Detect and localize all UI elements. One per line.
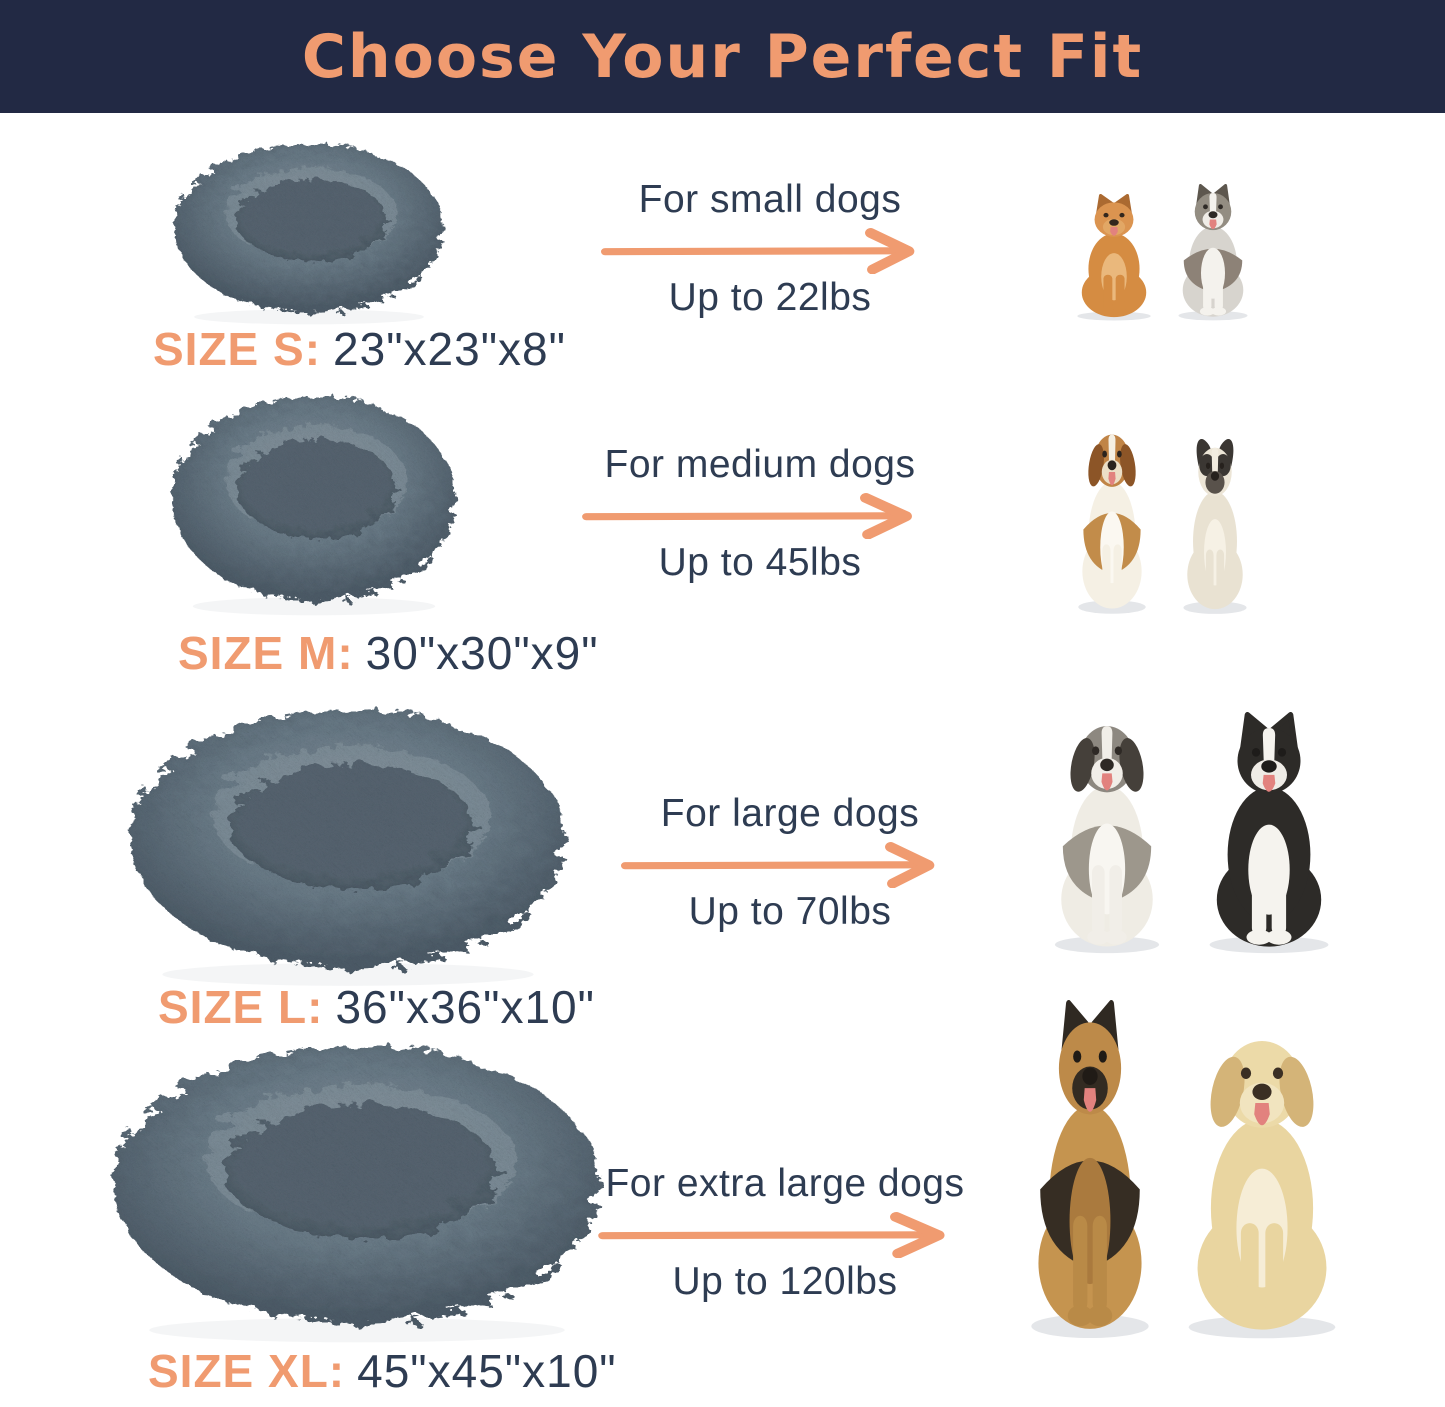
audience-label: For medium dogs [604, 443, 916, 486]
weight-label: Up to 45lbs [658, 541, 862, 584]
weight-label: Up to 120lbs [672, 1260, 898, 1303]
dog-bed-photo-xlarge [93, 1028, 621, 1350]
golden-retriever-photo [1162, 1020, 1362, 1342]
border-collie-photo [1188, 712, 1350, 956]
size-label: SIZE M: [178, 627, 354, 679]
weight-label: Up to 70lbs [688, 890, 892, 933]
size-label: SIZE XL: [148, 1345, 346, 1397]
biewer-terrier-photo [1166, 184, 1260, 322]
dog-bed-photo-large [112, 693, 584, 993]
page-title: Choose Your Perfect Fit [301, 21, 1144, 92]
size-value: 36"x36"x10" [335, 981, 595, 1033]
fit-guide-medium: For medium dogs Up to 45lbs [560, 443, 960, 585]
arrow-right-icon [621, 842, 935, 888]
audience-label: For large dogs [660, 792, 920, 835]
beagle-photo [1066, 422, 1158, 616]
dog-bed-photo-medium [160, 383, 468, 621]
fit-guide-xlarge: For extra large dogs Up to 120lbs [575, 1162, 995, 1304]
australian-shepherd-photo [1036, 710, 1178, 956]
size-caption-medium: SIZE M: 30"x30"x9" [178, 626, 599, 680]
arrow-right-icon [601, 228, 915, 274]
audience-label: For small dogs [638, 178, 902, 221]
fit-guide-small: For small dogs Up to 22lbs [580, 178, 960, 320]
header-bar: Choose Your Perfect Fit [0, 0, 1445, 113]
size-label: SIZE S: [153, 323, 322, 375]
size-value: 23"x23"x8" [333, 323, 566, 375]
size-value: 45"x45"x10" [357, 1345, 617, 1397]
size-caption-small: SIZE S: 23"x23"x8" [153, 322, 566, 376]
size-caption-xlarge: SIZE XL: 45"x45"x10" [148, 1344, 617, 1398]
pomeranian-photo [1064, 194, 1164, 322]
weight-label: Up to 22lbs [668, 276, 872, 319]
size-caption-large: SIZE L: 36"x36"x10" [158, 980, 595, 1034]
dog-bed-photo-small [163, 133, 455, 329]
arrow-right-icon [582, 493, 912, 539]
size-label: SIZE L: [158, 981, 324, 1033]
arrow-right-icon [598, 1212, 945, 1258]
audience-label: For extra large dogs [605, 1162, 965, 1205]
fit-guide-large: For large dogs Up to 70lbs [600, 792, 980, 934]
german-shepherd-photo [1010, 1000, 1170, 1342]
french-bulldog-photo [1172, 436, 1258, 616]
size-value: 30"x30"x9" [365, 627, 599, 679]
